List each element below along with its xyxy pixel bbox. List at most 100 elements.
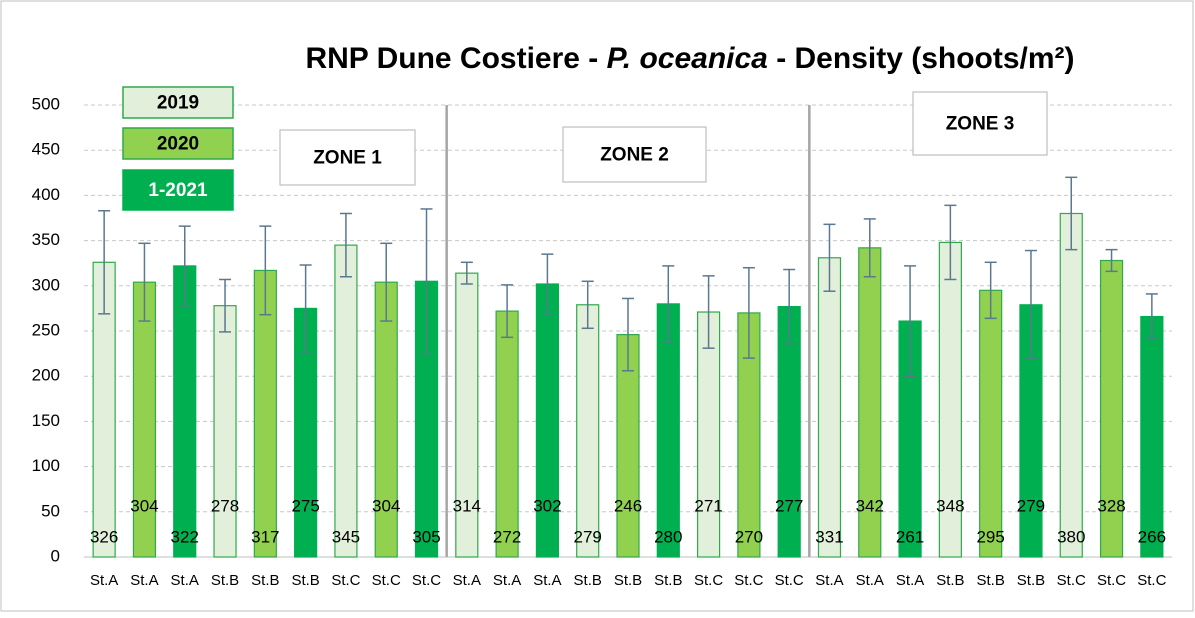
- y-tick-label: 100: [32, 456, 60, 475]
- y-tick-label: 300: [32, 275, 60, 294]
- x-tick-label: St.C: [412, 572, 441, 589]
- y-tick-label: 150: [32, 411, 60, 430]
- data-label: 322: [171, 527, 199, 546]
- legend-label: 1-2021: [148, 180, 208, 201]
- x-tick-label: St.B: [654, 572, 682, 589]
- data-label: 295: [976, 527, 1004, 546]
- legend-swatch: [122, 86, 234, 119]
- bar: [817, 257, 842, 558]
- x-tick-label: St.B: [976, 572, 1004, 589]
- zone-label: ZONE 1: [313, 148, 382, 169]
- x-tick-label: St.C: [372, 572, 401, 589]
- error-bar: [178, 225, 191, 307]
- data-label: 280: [654, 527, 682, 546]
- data-label: 277: [775, 496, 803, 515]
- zone-box: [279, 129, 416, 186]
- data-label: 317: [251, 527, 279, 546]
- x-tick-label: St.C: [1137, 572, 1166, 589]
- data-label: 348: [936, 496, 964, 515]
- data-label: 271: [694, 496, 722, 515]
- x-tick-label: St.A: [171, 572, 199, 589]
- error-bar: [662, 265, 675, 343]
- bar: [576, 304, 600, 558]
- data-label: 302: [533, 496, 561, 515]
- bar: [535, 283, 560, 558]
- x-tick-label: St.B: [614, 572, 642, 589]
- error-bar: [904, 265, 917, 377]
- x-tick-label: St.B: [1017, 572, 1045, 589]
- error-bar: [823, 223, 836, 292]
- zone-label: ZONE 2: [600, 145, 669, 166]
- error-bar: [581, 280, 594, 330]
- x-tick-label: St.A: [90, 572, 118, 589]
- y-tick-label: 350: [32, 230, 60, 249]
- data-label: 331: [815, 527, 843, 546]
- zone-box: [912, 91, 1048, 156]
- error-bar: [1065, 176, 1078, 251]
- data-label: 270: [735, 527, 763, 546]
- x-tick-label: St.C: [1057, 572, 1086, 589]
- error-bar: [541, 253, 554, 315]
- x-tick-label: St.A: [493, 572, 521, 589]
- data-label: 380: [1057, 527, 1085, 546]
- error-bar: [219, 278, 232, 333]
- data-label: 261: [896, 527, 924, 546]
- data-label: 345: [332, 527, 360, 546]
- data-label: 278: [211, 496, 239, 515]
- x-tick-label: St.C: [331, 572, 360, 589]
- error-bar: [380, 242, 393, 322]
- error-bar: [984, 261, 997, 320]
- bar: [173, 265, 197, 558]
- y-tick-label: 200: [32, 366, 60, 385]
- data-label: 279: [1017, 496, 1045, 515]
- bar: [1140, 315, 1164, 558]
- error-bar: [1145, 293, 1158, 340]
- bar: [1059, 212, 1083, 558]
- zone-box: [562, 126, 707, 183]
- title-part: P. oceanica: [607, 42, 768, 75]
- error-bar: [339, 212, 352, 278]
- x-tick-label: St.A: [815, 572, 843, 589]
- error-bar: [622, 297, 634, 372]
- title-part: - Density (shoots/m²): [768, 42, 1075, 75]
- x-tick-label: St.A: [453, 572, 481, 589]
- data-label: 328: [1097, 496, 1125, 515]
- y-tick-label: 0: [51, 546, 60, 565]
- y-tick-label: 400: [32, 185, 60, 204]
- error-bar: [501, 284, 514, 339]
- bar: [132, 281, 157, 558]
- bar: [334, 244, 358, 558]
- x-tick-label: St.B: [574, 572, 602, 589]
- error-bar: [1024, 249, 1037, 360]
- data-label: 326: [90, 527, 118, 546]
- x-tick-label: St.A: [896, 572, 924, 589]
- data-label: 342: [856, 496, 884, 515]
- y-tick-label: 500: [32, 94, 60, 113]
- x-tick-label: St.B: [251, 572, 279, 589]
- x-tick-label: St.C: [1097, 572, 1126, 589]
- y-tick-label: 450: [32, 140, 60, 159]
- x-tick-label: St.C: [775, 572, 804, 589]
- y-tick-label: 250: [32, 320, 60, 339]
- data-label: 305: [412, 527, 440, 546]
- data-label: 272: [493, 527, 521, 546]
- legend-swatch: [122, 127, 234, 160]
- data-label: 279: [574, 527, 602, 546]
- error-bar: [98, 210, 111, 315]
- y-tick-label: 50: [41, 501, 60, 520]
- x-tick-label: St.A: [130, 572, 158, 589]
- data-label: 246: [614, 496, 642, 515]
- bar: [213, 305, 237, 558]
- chart-title: RNP Dune Costiere - P. oceanica - Densit…: [305, 42, 1074, 75]
- error-bar: [299, 264, 312, 353]
- error-bar: [944, 204, 957, 281]
- zone-label: ZONE 3: [946, 114, 1015, 135]
- error-bar: [1105, 248, 1118, 273]
- bar: [374, 281, 398, 558]
- bar: [495, 310, 519, 558]
- x-tick-label: St.B: [291, 572, 319, 589]
- error-bar: [702, 275, 715, 349]
- error-bar: [138, 242, 151, 322]
- x-tick-label: St.C: [734, 572, 763, 589]
